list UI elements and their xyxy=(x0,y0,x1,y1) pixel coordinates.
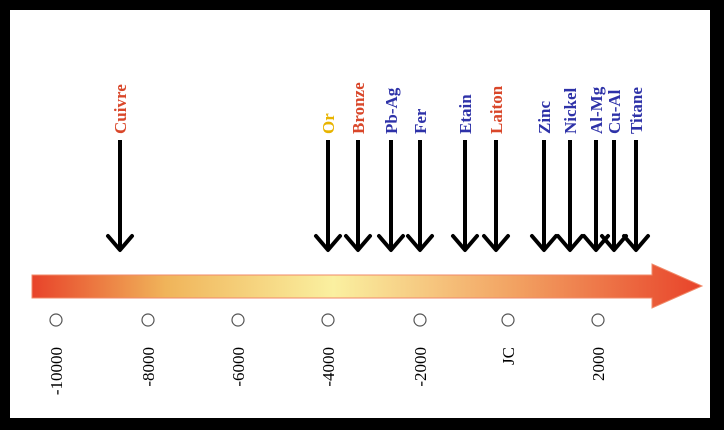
arrow-head xyxy=(344,234,372,252)
arrow-fer xyxy=(406,140,434,252)
arrow-head xyxy=(406,234,434,252)
tick-jc: JC xyxy=(499,313,518,365)
tick-label: 2000 xyxy=(589,347,608,381)
tick-minus-10000: -10000 xyxy=(47,313,66,395)
arrow-etain xyxy=(451,140,479,252)
arrow-bronze xyxy=(344,140,372,252)
tick-marker xyxy=(501,313,515,327)
tick-marker xyxy=(141,313,155,327)
label-bronze: Bronze xyxy=(349,82,368,134)
arrow-cuivre xyxy=(106,140,134,252)
arrow-pb-ag xyxy=(377,140,405,252)
timeline-panel: Cuivre Or Bronze Pb-Ag Fer Etain Laiton Zinc Nic… xyxy=(10,10,710,418)
tick-minus-6000: -6000 xyxy=(229,313,248,387)
tick-marker xyxy=(413,313,427,327)
arrow-head xyxy=(530,234,558,252)
tick-marker xyxy=(591,313,605,327)
label-zinc: Zinc xyxy=(535,100,554,134)
tick-marker xyxy=(231,313,245,327)
timeline-axis-arrow xyxy=(31,263,704,309)
label-titane: Titane xyxy=(627,87,646,134)
tick-label: -6000 xyxy=(229,347,248,387)
year-ticks: -10000 -8000 -6000 -4000 -2000 JC 2000 xyxy=(47,313,608,395)
tick-label: JC xyxy=(499,347,518,365)
arrow-head xyxy=(556,234,584,252)
label-fer: Fer xyxy=(411,108,430,134)
tick-label: -10000 xyxy=(47,347,66,395)
label-nickel: Nickel xyxy=(561,87,580,134)
arrow-laiton xyxy=(482,140,510,252)
label-or: Or xyxy=(319,113,338,134)
arrow-head xyxy=(377,234,405,252)
tick-marker xyxy=(49,313,63,327)
arrow-head xyxy=(622,234,650,252)
tick-2000: 2000 xyxy=(589,313,608,381)
arrow-head xyxy=(314,234,342,252)
tick-minus-4000: -4000 xyxy=(319,313,338,387)
arrow-cu-al xyxy=(600,140,628,252)
arrow-head xyxy=(600,234,628,252)
arrow-or xyxy=(314,140,342,252)
tick-label: -8000 xyxy=(139,347,158,387)
tick-minus-2000: -2000 xyxy=(411,313,430,387)
arrow-head xyxy=(451,234,479,252)
tick-marker xyxy=(321,313,335,327)
arrow-head xyxy=(482,234,510,252)
event-arrows xyxy=(106,140,650,252)
label-laiton: Laiton xyxy=(487,85,506,134)
tick-label: -4000 xyxy=(319,347,338,387)
label-etain: Etain xyxy=(456,94,475,134)
label-cuivre: Cuivre xyxy=(111,84,130,134)
arrow-zinc xyxy=(530,140,558,252)
arrow-head xyxy=(106,234,134,252)
tick-label: -2000 xyxy=(411,347,430,387)
label-cu-al: Cu-Al xyxy=(605,89,624,134)
tick-minus-8000: -8000 xyxy=(139,313,158,387)
label-pb-ag: Pb-Ag xyxy=(382,87,401,134)
arrow-titane xyxy=(622,140,650,252)
metals-timeline: Cuivre Or Bronze Pb-Ag Fer Etain Laiton Zinc Nic… xyxy=(31,82,704,395)
arrow-al-mg xyxy=(582,140,610,252)
arrow-nickel xyxy=(556,140,584,252)
metal-labels: Cuivre Or Bronze Pb-Ag Fer Etain Laiton Zinc Nic… xyxy=(111,82,646,134)
label-al-mg: Al-Mg xyxy=(587,86,606,134)
